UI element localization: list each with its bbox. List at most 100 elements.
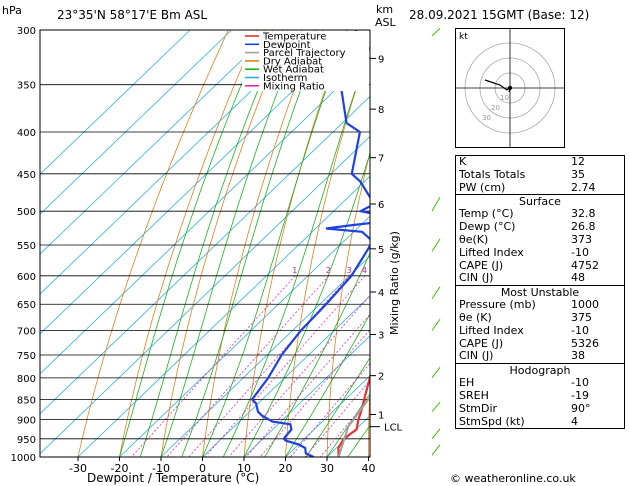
hpa-label: hPa — [2, 4, 22, 17]
temperature-tick-label: -20 — [111, 462, 129, 475]
surface-index-value: 373 — [571, 232, 592, 246]
legend-entry: Dry Adiabat — [263, 56, 322, 67]
mu-index-row: CAPE (J) 5326 — [456, 336, 624, 351]
surface-index-row: Temp (°C) 32.8 — [456, 208, 624, 221]
hodograph-unit-label: kt — [459, 32, 468, 42]
isotherm-line — [40, 95, 370, 415]
hodograph-title: Hodograph — [509, 364, 571, 378]
wind-barb — [431, 367, 441, 379]
mu-index-row: Pressure (mb) 1000 — [456, 298, 624, 312]
isotherm-line — [243, 335, 370, 457]
hodograph-indices: Hodograph EH -10 SREH -19 StmDir 90° StmSpd (k… — [455, 364, 625, 430]
legend-entry: Dewpoint — [263, 40, 311, 51]
profiles — [250, 30, 370, 457]
dry-adiabat-line — [368, 380, 370, 457]
height-tick-label: 3 — [378, 331, 384, 342]
temperature-tick-label: -30 — [69, 462, 87, 475]
height-tick-label: 7 — [378, 154, 384, 165]
most-unstable-indices: Most Unstable Pressure (mb) 1000 θe (K) 375… — [455, 286, 625, 365]
hodo-index-value: 4 — [571, 414, 578, 428]
mixing-ratio-line — [319, 397, 370, 457]
location-title: 23°35'N 58°17'E Bm ASL — [57, 8, 207, 22]
mixing-ratio-label: 3 — [347, 266, 352, 275]
surface-index-label: Temp (°C) — [459, 207, 514, 221]
pressure-tick-label: 300 — [17, 26, 36, 37]
hodo-index-row: StmDir 90° — [456, 401, 624, 416]
mu-index-value: 5326 — [571, 336, 599, 350]
general-index-row: PW (cm) 2.74 — [456, 180, 624, 195]
wind-profile — [431, 27, 441, 456]
height-tick-label: 4 — [378, 288, 384, 299]
general-index-value: 2.74 — [571, 180, 596, 194]
surface-index-label: CIN (J) — [459, 271, 494, 285]
pressure-tick-label: 650 — [17, 300, 36, 311]
x-axis-label: Dewpoint / Temperature (°C) — [87, 471, 259, 485]
isotherm-line — [40, 30, 232, 215]
pressure-tick-label: 500 — [17, 207, 36, 218]
hodo-index-label: EH — [459, 376, 475, 390]
wet-adiabat-line — [305, 357, 370, 457]
mixing-ratio-label: 1 — [292, 266, 297, 275]
isotherm-line — [40, 55, 370, 375]
surface-index-row: Dewp (°C) 26.8 — [456, 220, 624, 234]
surface-index-value: 26.8 — [571, 220, 596, 234]
hodo-index-row: EH -10 — [456, 376, 624, 390]
surface-index-row: CIN (J) 48 — [456, 272, 624, 285]
pressure-tick-label: 450 — [17, 170, 36, 181]
mixing-ratio-line — [228, 294, 370, 457]
hodo-index-label: StmDir — [459, 401, 498, 415]
most-unstable-title: Most Unstable — [500, 286, 580, 300]
height-tick-label: 8 — [378, 105, 384, 116]
hodo-index-label: SREH — [459, 388, 489, 402]
surface-index-row: Lifted Index -10 — [456, 246, 624, 260]
mixing-ratio-line — [166, 275, 330, 457]
km-label: km — [376, 3, 393, 16]
profile-parcel-trajectory — [337, 394, 370, 457]
mu-index-value: 375 — [571, 310, 592, 324]
surface-index-row: θe(K) 373 — [456, 232, 624, 247]
pressure-tick-label: 350 — [17, 81, 36, 92]
wind-barb — [431, 197, 441, 212]
mu-index-value: -10 — [571, 323, 589, 337]
profile-temperature — [337, 371, 370, 457]
isotherm-line — [40, 30, 357, 335]
pressure-tick-label: 850 — [17, 395, 36, 406]
mu-index-label: Lifted Index — [459, 323, 524, 337]
mu-index-label: Pressure (mb) — [459, 298, 536, 312]
general-index-label: Totals Totals — [459, 167, 526, 181]
y2-axis-label: Mixing Ratio (g/kg) — [388, 231, 401, 335]
surface-index-label: Dewp (°C) — [459, 220, 516, 234]
general-indices: K 12 Totals Totals 35 PW (cm) 2.74 — [455, 155, 625, 196]
height-tick-label: 2 — [378, 372, 384, 383]
mixing-ratio-label: 10 — [414, 266, 424, 275]
mixing-ratio-label: 16 — [442, 266, 452, 275]
pressure-tick-label: 400 — [17, 128, 36, 139]
pressure-tick-label: 550 — [17, 241, 36, 252]
temperature-tick-label: 30 — [320, 462, 334, 475]
isotherm-line — [40, 30, 315, 295]
asl-label: ASL — [375, 16, 397, 29]
surface-index-value: 32.8 — [571, 207, 596, 221]
general-index-row: K 12 — [456, 155, 624, 169]
wind-barb — [431, 401, 441, 412]
mu-index-row: CIN (J) 38 — [456, 350, 624, 363]
hodo-index-value: 90° — [571, 401, 591, 415]
wet-adiabat-line — [285, 313, 370, 457]
temperature-tick-label: 40 — [362, 462, 376, 475]
height-tick-label: 1 — [378, 410, 384, 421]
legend-box — [242, 31, 369, 91]
mu-index-row: θe (K) 375 — [456, 310, 624, 325]
pressure-tick-label: 700 — [17, 327, 36, 338]
mu-index-label: θe (K) — [459, 310, 492, 324]
hodo-index-label: StmSpd (kt) — [459, 414, 525, 428]
pressure-tick-label: 900 — [17, 416, 36, 427]
legend-entry: Wet Adiabat — [263, 65, 324, 76]
surface-indices: Surface Temp (°C) 32.8 Dewp (°C) 26.8 θe(K) 3… — [455, 195, 625, 287]
wet-adiabat-line — [119, 30, 265, 457]
isotherm-line — [40, 135, 370, 455]
isotherm-line — [119, 215, 370, 457]
temperature-tick-label: 10 — [237, 462, 251, 475]
legend-entry: Parcel Trajectory — [263, 48, 346, 59]
height-tick-label: 5 — [378, 245, 384, 256]
